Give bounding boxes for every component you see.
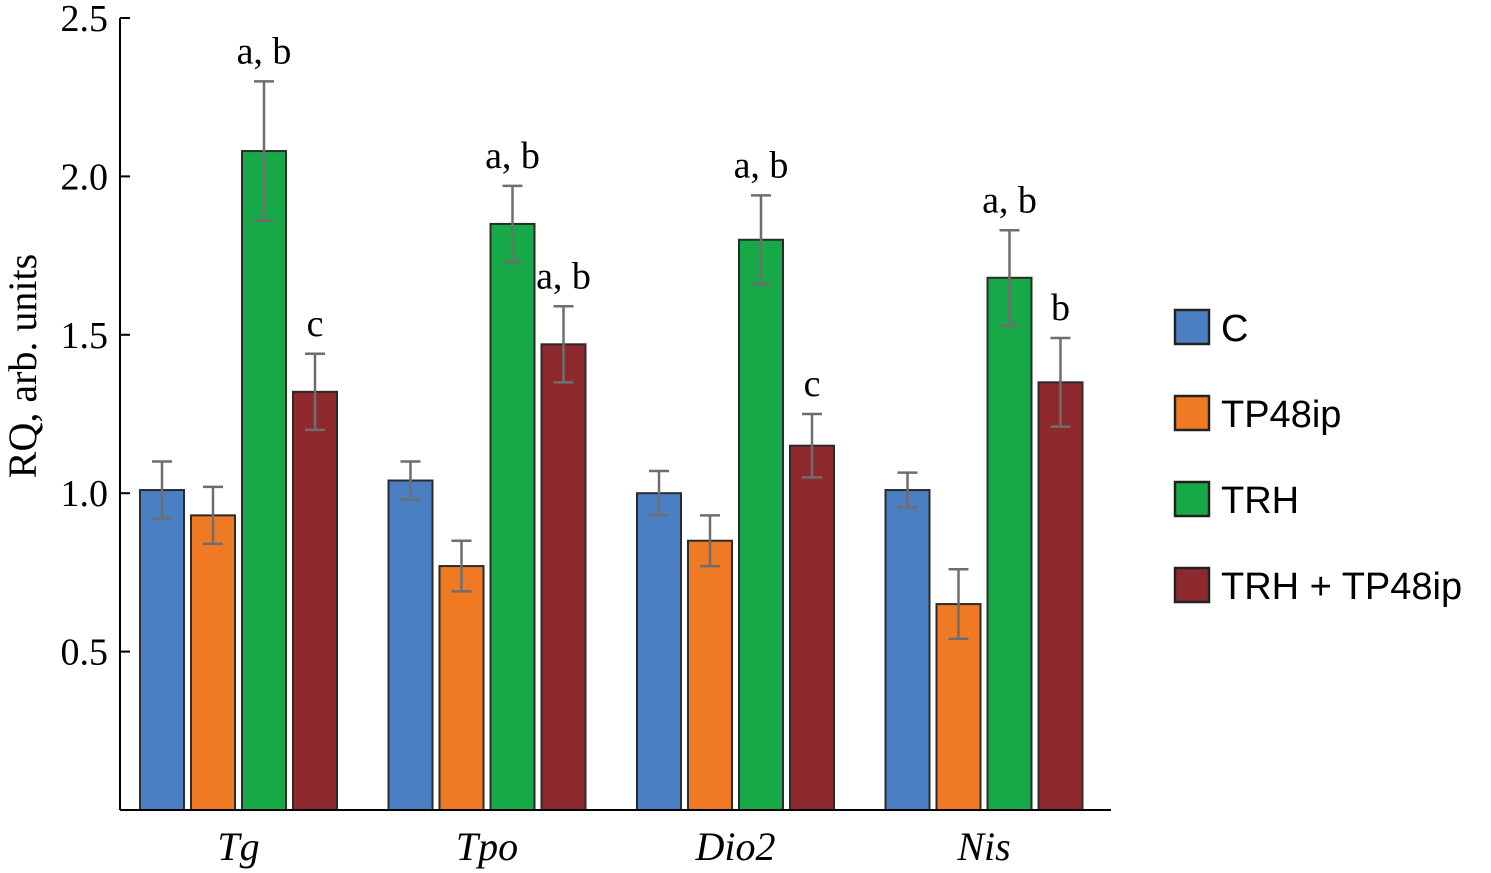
bar-tg-1 — [139, 489, 185, 811]
x-tick-label: Nis — [956, 824, 1010, 869]
error-bar — [305, 352, 325, 432]
axes: Tg Tpo Dio2 Nis 0.5 1.0 1.5 2.0 2.5 — [61, 0, 1111, 869]
error-bar — [802, 412, 822, 479]
error-bar — [999, 229, 1020, 327]
legend-item: TP48ip — [1173, 394, 1341, 436]
y-tick-label: 2.0 — [61, 156, 109, 198]
bar-tpo-4 — [540, 343, 587, 811]
bar-dio2-2 — [687, 539, 733, 811]
error-bar — [751, 194, 771, 286]
legend-label: TRH + TP48ip — [1221, 566, 1462, 608]
error-bar — [700, 514, 720, 568]
error-bar — [897, 471, 918, 509]
legend-item: C — [1173, 308, 1248, 350]
bar-tpo-1 — [387, 479, 434, 811]
legend-label: C — [1221, 308, 1248, 350]
y-axis-title: RQ, arb. units — [0, 254, 45, 478]
legend-label: TRH — [1221, 480, 1299, 522]
error-bar — [152, 460, 172, 520]
significance-label: c — [804, 363, 821, 405]
error-bar — [203, 485, 223, 546]
bar-dio2-4 — [789, 444, 835, 811]
legend-swatch — [1173, 480, 1211, 518]
x-tick-label: Tg — [217, 824, 259, 869]
significance-label: a, b — [237, 30, 292, 72]
error-bar — [451, 539, 472, 593]
bar-tpo-3 — [489, 222, 536, 812]
x-tick-label: Dio2 — [695, 824, 776, 869]
y-tick-label: 0.5 — [61, 632, 109, 674]
significance-label: a, b — [982, 179, 1037, 221]
bar-tpo-2 — [438, 565, 485, 812]
legend-swatch — [1173, 566, 1211, 604]
x-tick-label: Tpo — [456, 824, 518, 869]
bar-dio2-1 — [636, 492, 682, 811]
significance-label: c — [307, 303, 324, 345]
significance-label: a, b — [734, 144, 789, 186]
error-bar — [400, 460, 421, 501]
legend-item: TRH + TP48ip — [1173, 566, 1462, 608]
legend-swatch — [1173, 308, 1211, 346]
error-bar — [254, 80, 274, 223]
legend-item: TRH — [1173, 480, 1299, 522]
error-bar — [948, 567, 969, 641]
legend: C TP48ip TRH TRH + TP48ip — [1173, 308, 1462, 608]
bar-nis-3 — [986, 276, 1033, 811]
significance-label: a, b — [485, 135, 540, 177]
error-bar — [1050, 336, 1071, 428]
legend-swatch — [1173, 394, 1211, 432]
bar-dio2-3 — [738, 238, 784, 811]
bar-tg-2 — [190, 514, 236, 811]
legend-label: TP48ip — [1221, 394, 1341, 436]
significance-label: b — [1051, 287, 1070, 329]
significance-label: a, b — [536, 255, 591, 297]
y-tick-label: 1.0 — [61, 473, 109, 515]
bar-tg-4 — [292, 390, 338, 811]
bar-nis-4 — [1037, 381, 1084, 811]
error-bar — [502, 184, 523, 264]
plot-area: a, b c a, b a, b a, b c a, b b — [139, 30, 1084, 812]
y-tick-label: 2.5 — [61, 0, 109, 40]
error-bar — [553, 305, 574, 384]
bar-nis-1 — [884, 489, 931, 811]
y-tick-label: 1.5 — [61, 315, 109, 357]
error-bar — [649, 469, 669, 517]
bar-tg-3 — [241, 150, 287, 811]
